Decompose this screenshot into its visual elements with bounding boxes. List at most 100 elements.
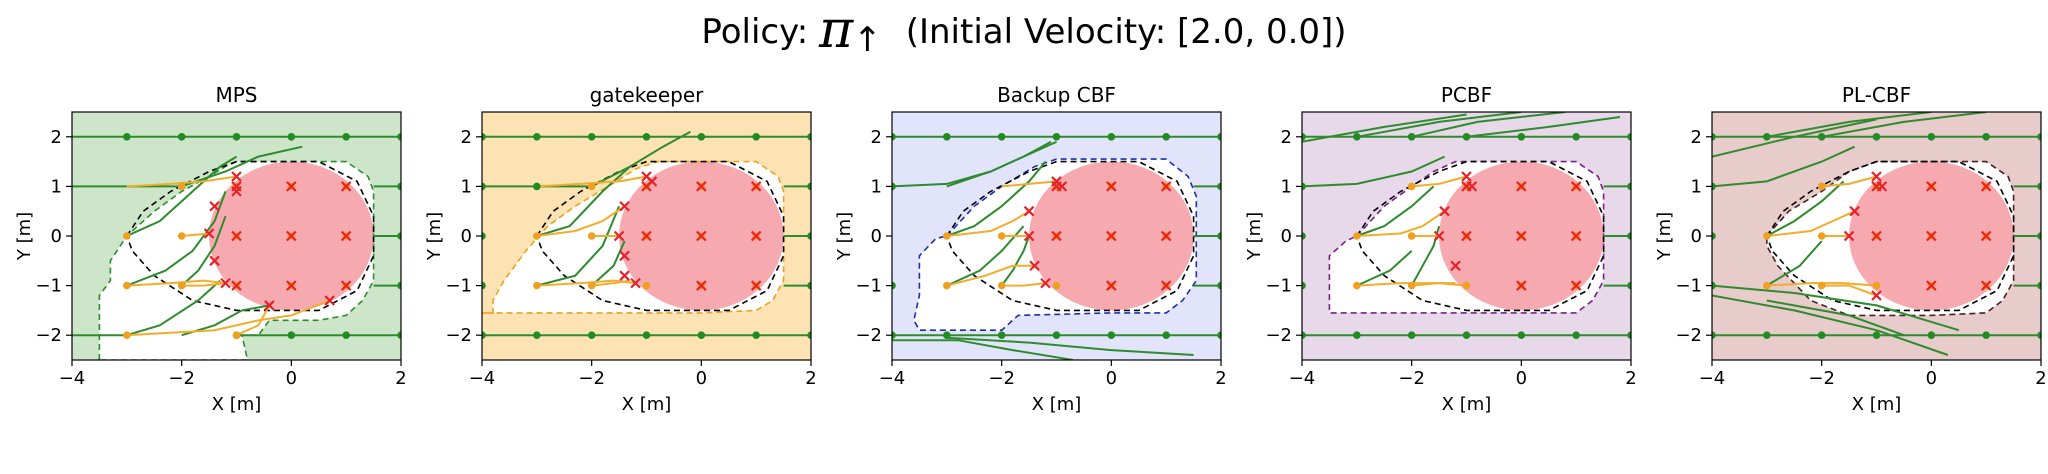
- safe-start-point: [397, 331, 401, 339]
- inside-collision-marker: [286, 230, 297, 242]
- collision-marker: [209, 255, 220, 267]
- safe-trajectory: [1356, 112, 1522, 138]
- safe-start-point: [1217, 133, 1221, 141]
- collision-marker: [619, 250, 630, 262]
- safe-start-point: [1627, 331, 1631, 339]
- inside-collision-marker: [1980, 230, 1992, 242]
- filtered-start-point: [232, 331, 241, 340]
- safe-trajectory: [946, 336, 1194, 356]
- safe-start-point: [177, 133, 186, 141]
- policy-symbol: π: [818, 0, 854, 60]
- plot-area: [1302, 112, 1631, 340]
- collision-marker: [1023, 230, 1035, 242]
- x-tick-label: 0: [1926, 368, 1937, 389]
- safe-trajectory: [72, 145, 303, 188]
- y-tick-label: 1: [461, 176, 472, 197]
- safe-start-point: [1353, 331, 1361, 340]
- reference-boundary: [945, 160, 1195, 312]
- safe-start-point: [482, 331, 486, 339]
- y-tick-label: 2: [51, 127, 62, 148]
- subplot-title: Backup CBF: [997, 83, 1116, 107]
- y-tick-label: −2: [35, 325, 62, 346]
- safe-trajectory: [181, 215, 227, 287]
- y-tick-label: −1: [445, 276, 472, 297]
- collision-marker: [203, 228, 215, 239]
- safe-start-point: [997, 331, 1006, 340]
- safe-start-point: [1763, 133, 1771, 141]
- safe-trajectory: [1712, 118, 1877, 158]
- inside-collision-marker: [1871, 181, 1882, 192]
- y-axis-label: Y [m]: [1244, 212, 1265, 261]
- x-tick-label: 2: [805, 368, 816, 389]
- safe-start-point: [2037, 182, 2041, 191]
- plot-area: [1712, 112, 2041, 356]
- safe-start-point: [1872, 133, 1881, 141]
- y-tick-label: −1: [1265, 276, 1292, 297]
- safe-trajectory: [536, 205, 621, 287]
- inside-collision-marker: [1570, 280, 1582, 291]
- safe-set-boundary: [482, 160, 785, 314]
- x-axis-label: X [m]: [1442, 394, 1492, 415]
- safe-start-point: [1572, 331, 1580, 340]
- safe-start-point: [1627, 281, 1631, 290]
- figure-title: Policy: π↑ (Initial Velocity: [2.0, 0.0]): [701, 0, 1346, 60]
- inside-collision-marker: [750, 181, 762, 192]
- collision-marker: [324, 295, 335, 306]
- safe-start-point: [533, 182, 541, 191]
- inside-collision-marker: [340, 181, 352, 192]
- safe-start-point: [892, 182, 896, 191]
- safe-trajectory: [126, 279, 221, 337]
- safe-start-point: [1217, 182, 1221, 191]
- filtered-trajectory: [536, 175, 647, 188]
- safe-start-point: [482, 232, 486, 240]
- safe-trajectory: [1000, 235, 1031, 287]
- safe-start-point: [1712, 182, 1716, 191]
- collision-marker: [1843, 230, 1855, 242]
- safe-start-point: [1107, 331, 1116, 340]
- y-tick-label: 1: [1691, 176, 1702, 197]
- y-tick-label: −1: [35, 276, 62, 297]
- safe-set-boundary: [913, 158, 1198, 332]
- y-tick-label: 2: [1691, 127, 1702, 148]
- filtered-start-point: [587, 232, 596, 240]
- safe-start-point: [1712, 281, 1716, 290]
- safe-trajectory: [892, 339, 1074, 360]
- safe-start-point: [1712, 133, 1716, 141]
- safe-start-point: [697, 133, 706, 141]
- safe-trajectory: [1766, 240, 1823, 287]
- filtered-start-point: [943, 281, 951, 290]
- safe-start-point: [533, 331, 541, 340]
- x-axis-label: X [m]: [1032, 394, 1082, 415]
- inside-collision-marker: [1461, 230, 1472, 242]
- safe-start-point: [342, 331, 350, 340]
- safe-start-point: [752, 331, 760, 340]
- safe-start-point: [807, 281, 811, 290]
- safe-start-point: [2037, 232, 2041, 240]
- inside-collision-marker: [1461, 181, 1472, 192]
- x-axis-label: X [m]: [622, 394, 672, 415]
- safe-start-point: [1302, 232, 1306, 240]
- safe-start-point: [2037, 331, 2041, 339]
- filtered-start-point: [1763, 281, 1771, 290]
- safe-start-point: [892, 133, 896, 141]
- inside-collision-marker: [1160, 230, 1172, 242]
- safe-start-point: [1302, 331, 1306, 339]
- safe-start-point: [1052, 133, 1061, 141]
- safe-start-point: [1462, 331, 1471, 340]
- filtered-start-point: [177, 281, 186, 290]
- inside-collision-marker: [696, 181, 707, 192]
- y-tick-label: 2: [1281, 127, 1292, 148]
- filtered-trajectory: [126, 299, 331, 337]
- safe-start-point: [1462, 133, 1471, 141]
- safe-start-point: [1107, 133, 1116, 141]
- inside-collision-marker: [1926, 181, 1937, 192]
- collision-marker: [1849, 205, 1860, 217]
- subplot-pl-cbf: −4 −2 0 2 −2 −1 0 1 2 PL-CBF X [m] Y [m]: [1654, 83, 2047, 415]
- collision-marker: [613, 230, 625, 242]
- x-tick-label: −2: [1808, 368, 1835, 389]
- filtered-trajectory: [946, 210, 1030, 237]
- safe-start-point: [807, 232, 811, 240]
- safe-start-point: [287, 133, 296, 141]
- y-axis-label: Y [m]: [14, 212, 35, 261]
